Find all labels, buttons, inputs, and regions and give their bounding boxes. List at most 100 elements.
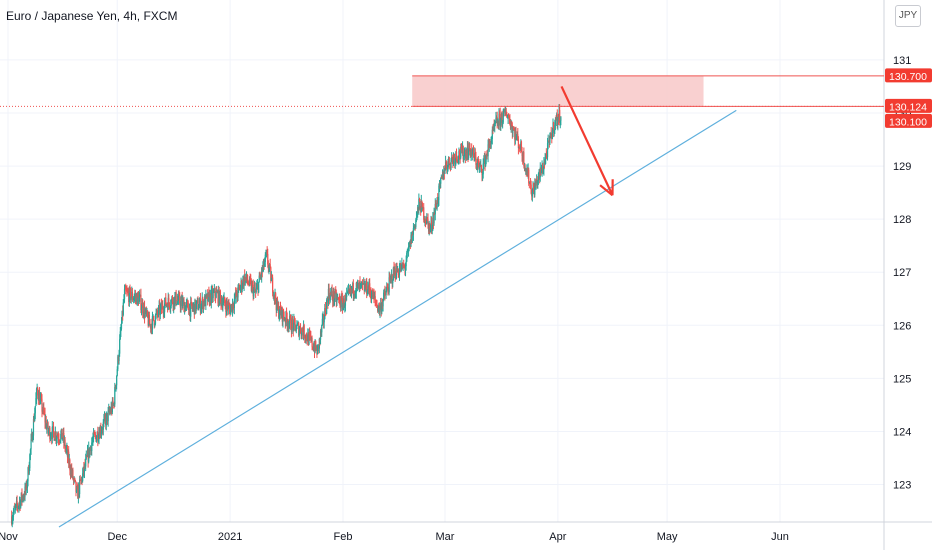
- candle-body: [128, 288, 130, 303]
- candle-body: [329, 292, 331, 301]
- projection-arrow-shaft: [560, 85, 614, 196]
- candle-body: [154, 315, 157, 324]
- candle-body: [26, 483, 28, 488]
- candle-body: [67, 451, 69, 458]
- candle-body: [38, 392, 40, 401]
- candle-body: [347, 289, 349, 293]
- candle-body: [429, 228, 432, 230]
- candle-body: [225, 306, 227, 312]
- candle-body: [268, 264, 271, 267]
- candle-body: [45, 420, 47, 423]
- candle-body: [549, 132, 552, 134]
- candle-body: [137, 295, 140, 304]
- candle-body: [350, 288, 353, 293]
- candle-body: [258, 275, 260, 282]
- candle-body: [499, 113, 501, 126]
- candle-body: [93, 432, 95, 435]
- candle-body: [88, 447, 90, 462]
- candle-body: [415, 219, 417, 227]
- candle-body: [180, 297, 183, 301]
- y-tick-label: 126: [893, 320, 911, 332]
- candle-body: [262, 266, 264, 272]
- candle-body: [546, 143, 549, 158]
- candle-body: [281, 307, 283, 316]
- candle-body: [363, 283, 365, 291]
- candle-body: [153, 320, 155, 326]
- candle-body: [18, 504, 20, 507]
- candle-body: [271, 277, 273, 278]
- candle-body: [224, 296, 226, 304]
- candle-body: [173, 297, 175, 306]
- candle-body: [114, 386, 117, 389]
- candle-body: [392, 267, 394, 281]
- candle-body: [301, 328, 303, 336]
- candle-body: [309, 334, 311, 337]
- candle-body: [305, 334, 307, 339]
- candle-body: [160, 303, 162, 308]
- candle-body: [368, 283, 370, 291]
- candle-body: [58, 439, 60, 441]
- candle-body: [48, 431, 50, 433]
- candle-body: [245, 277, 247, 279]
- candle-body: [140, 294, 142, 311]
- candle-body: [343, 298, 345, 305]
- candle-body: [414, 224, 416, 227]
- candle-body: [144, 311, 146, 318]
- candle-body: [31, 433, 33, 440]
- candle-body: [409, 241, 411, 246]
- candle-body: [131, 291, 133, 297]
- candle-body: [458, 151, 460, 160]
- candle-body: [437, 197, 439, 203]
- candle-body: [441, 177, 443, 179]
- x-tick-label: Dec: [107, 531, 127, 543]
- candle-body: [407, 250, 409, 252]
- candle-body: [55, 438, 58, 440]
- candle-body: [528, 183, 530, 185]
- candle-body: [161, 304, 163, 310]
- candle-body: [324, 308, 327, 314]
- candle-body: [68, 451, 70, 464]
- candle-body: [236, 290, 238, 297]
- candle-body: [494, 122, 496, 124]
- x-tick-label: Apr: [549, 531, 566, 543]
- candle-body: [373, 296, 376, 298]
- candle-body: [486, 154, 488, 156]
- candle-body: [471, 149, 473, 156]
- candle-body: [216, 291, 218, 293]
- candle-body: [218, 289, 220, 305]
- currency-button[interactable]: JPY: [895, 5, 921, 27]
- candle-body: [102, 422, 104, 430]
- candle-body: [448, 157, 450, 165]
- candle-body: [174, 296, 176, 306]
- candle-body: [218, 289, 220, 304]
- candle-body: [63, 432, 65, 443]
- candle-body: [187, 301, 189, 303]
- candle-body: [160, 303, 163, 310]
- candle-body: [411, 231, 413, 243]
- candle-body: [142, 303, 144, 314]
- candle-body: [331, 290, 333, 298]
- candle-body: [267, 264, 269, 269]
- candle-body: [369, 291, 371, 294]
- price-tag-label: 130.100: [889, 116, 927, 128]
- candle-body: [306, 338, 308, 342]
- candle-body: [156, 310, 158, 314]
- candle-body: [264, 254, 266, 262]
- candle-body: [469, 143, 471, 151]
- candle-body: [478, 165, 481, 167]
- candle-body: [228, 305, 231, 309]
- candle-body: [451, 157, 453, 159]
- candle-body: [488, 144, 490, 146]
- candle-body: [460, 146, 462, 149]
- candle-body: [41, 398, 43, 412]
- candle-body: [113, 403, 115, 405]
- candle-body: [239, 286, 242, 291]
- candle-body: [370, 296, 373, 299]
- candle-body: [97, 432, 99, 441]
- candle-body: [72, 479, 75, 480]
- candle-body: [426, 217, 428, 219]
- candle-body: [60, 428, 63, 434]
- candle-body: [299, 327, 301, 331]
- candle-body: [229, 308, 231, 315]
